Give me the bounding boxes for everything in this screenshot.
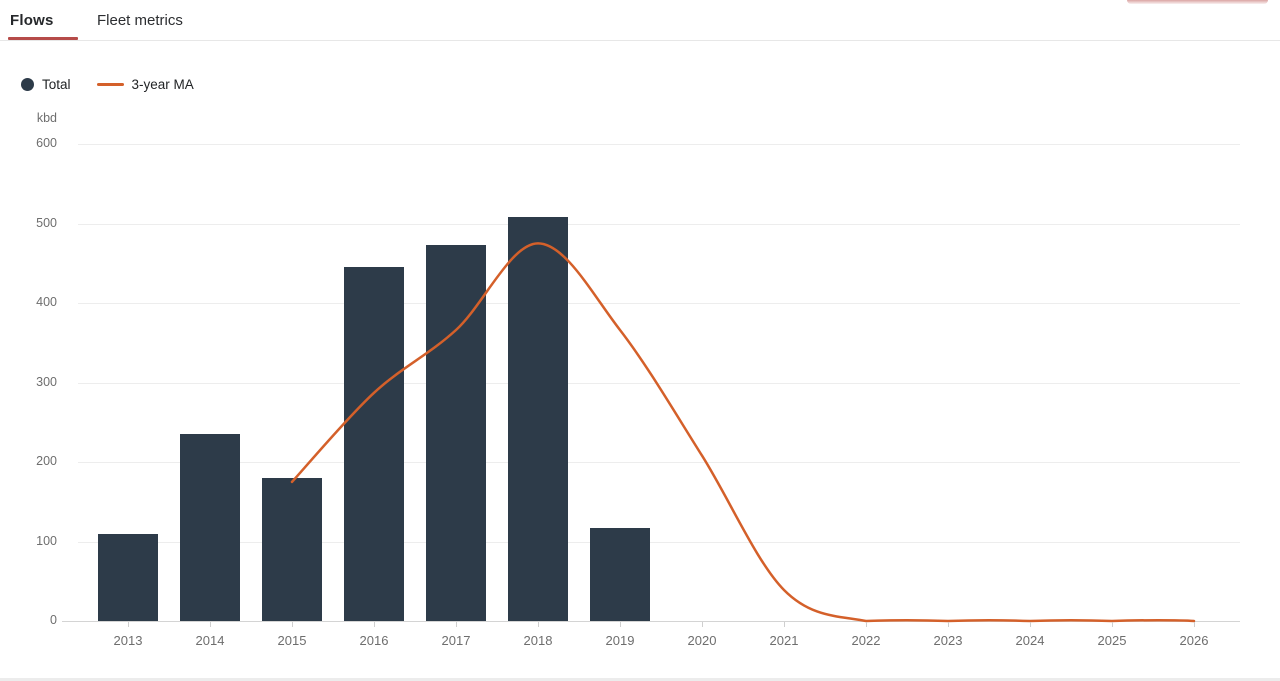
- x-tick-label: 2024: [1015, 633, 1045, 648]
- x-tick-mark: [128, 622, 129, 627]
- x-tick-label: 2016: [359, 633, 389, 648]
- x-tick-mark: [210, 622, 211, 627]
- bar-2014[interactable]: [180, 434, 240, 621]
- y-gridline: [78, 144, 1240, 145]
- x-tick-label: 2026: [1179, 633, 1209, 648]
- bar-2017[interactable]: [426, 244, 486, 621]
- bar-2016[interactable]: [344, 267, 404, 621]
- x-tick-label: 2017: [441, 633, 471, 648]
- bar-2015[interactable]: [262, 477, 322, 621]
- y-tick-label: 500: [36, 215, 57, 230]
- y-tick-label: 100: [36, 533, 57, 548]
- tab-fleet-metrics[interactable]: Fleet metrics: [97, 11, 183, 29]
- x-tick-mark: [1112, 622, 1113, 627]
- x-tick-label: 2020: [687, 633, 717, 648]
- x-tick-mark: [292, 622, 293, 627]
- y-tick-label: 400: [36, 295, 57, 309]
- y-gridline: [78, 382, 1240, 384]
- x-tick-mark: [456, 622, 457, 627]
- y-axis-unit-label: kbd: [36, 111, 57, 125]
- x-tick-label: 2015: [277, 633, 307, 648]
- y-tick-label: 0: [50, 613, 57, 627]
- x-tick-mark: [1030, 622, 1031, 627]
- total-series-dot-icon: [21, 77, 34, 91]
- x-tick-mark: [948, 622, 949, 627]
- cutoff-red-button[interactable]: [1127, 0, 1268, 4]
- legend-item-3-year-ma[interactable]: 3-year MA: [96, 76, 194, 92]
- y-gridline: [78, 462, 1240, 463]
- legend-label: 3-year MA: [131, 76, 194, 92]
- x-tick-label: 2018: [523, 633, 553, 648]
- x-tick-label: 2021: [769, 633, 799, 648]
- x-tick-mark: [866, 622, 867, 627]
- y-tick-label: 600: [36, 136, 57, 150]
- x-tick-mark: [702, 622, 703, 627]
- x-tick-label: 2022: [851, 633, 881, 648]
- tab-bar: Flows Fleet metrics: [0, 0, 1280, 41]
- x-tick-label: 2013: [113, 633, 143, 648]
- x-tick-mark: [620, 622, 621, 627]
- bar-2013[interactable]: [98, 533, 158, 621]
- y-tick-label: 300: [36, 374, 57, 389]
- x-tick-mark: [374, 622, 375, 627]
- active-tab-underline: [8, 37, 78, 40]
- y-tick-label: 200: [36, 454, 57, 468]
- x-tick-label: 2014: [195, 633, 225, 648]
- y-gridline: [78, 223, 1240, 225]
- tab-flows[interactable]: Flows: [10, 11, 54, 29]
- legend-label: Total: [42, 76, 71, 92]
- x-tick-mark: [1194, 622, 1195, 627]
- x-tick-mark: [538, 622, 539, 627]
- legend-item-total[interactable]: Total: [21, 77, 71, 92]
- x-tick-mark: [784, 622, 785, 627]
- bar-2019[interactable]: [590, 527, 650, 621]
- page-bottom-edge: [0, 678, 1280, 681]
- y-gridline: [78, 303, 1240, 304]
- x-tick-label: 2023: [933, 633, 963, 648]
- x-tick-label: 2025: [1097, 633, 1127, 648]
- x-tick-label: 2019: [605, 633, 635, 648]
- y-gridline: [78, 541, 1240, 543]
- bar-2018[interactable]: [508, 217, 568, 621]
- chart-legend: Total 3-year MA: [21, 75, 194, 93]
- ma-series-line-icon: [96, 82, 124, 86]
- x-axis-line: [62, 621, 1240, 622]
